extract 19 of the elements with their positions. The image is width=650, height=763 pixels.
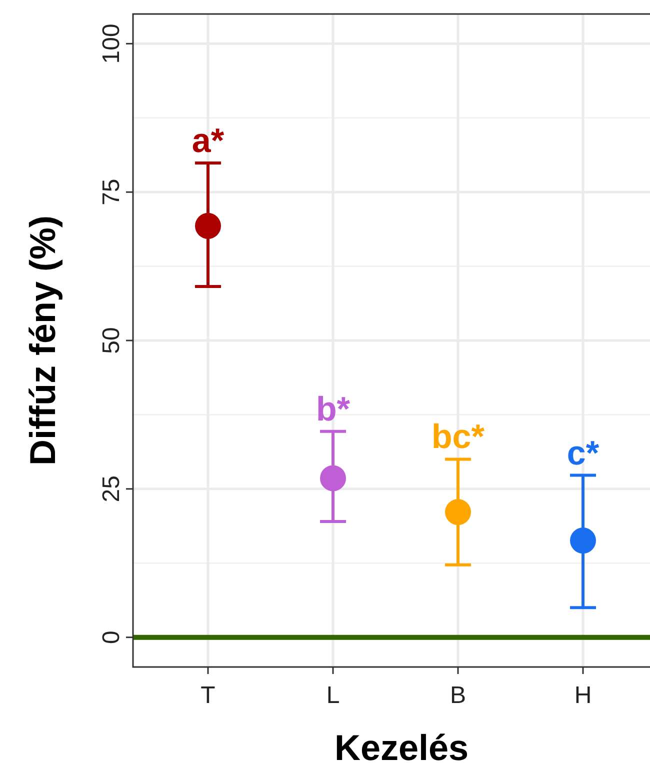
x-tick-label: B — [450, 682, 466, 709]
y-tick-label: 75 — [98, 178, 125, 206]
x-tick-label: L — [326, 682, 340, 709]
x-tick-label: H — [574, 682, 592, 709]
y-axis-title: Diffúz fény (%) — [22, 216, 63, 466]
x-tick-label: T — [200, 682, 216, 709]
point — [570, 528, 596, 554]
annotation: a* — [192, 122, 225, 160]
annotation: b* — [316, 390, 351, 428]
y-tick-label: 100 — [98, 24, 125, 64]
y-tick-label: 25 — [98, 476, 125, 502]
annotation: c* — [566, 434, 600, 472]
point — [445, 499, 471, 526]
x-axis-title: Kezelés — [334, 727, 469, 763]
y-tick-label: 50 — [98, 327, 125, 354]
y-tick-label: 0 — [98, 630, 125, 644]
annotation: bc* — [432, 418, 486, 456]
point — [195, 212, 221, 239]
point — [320, 465, 346, 492]
